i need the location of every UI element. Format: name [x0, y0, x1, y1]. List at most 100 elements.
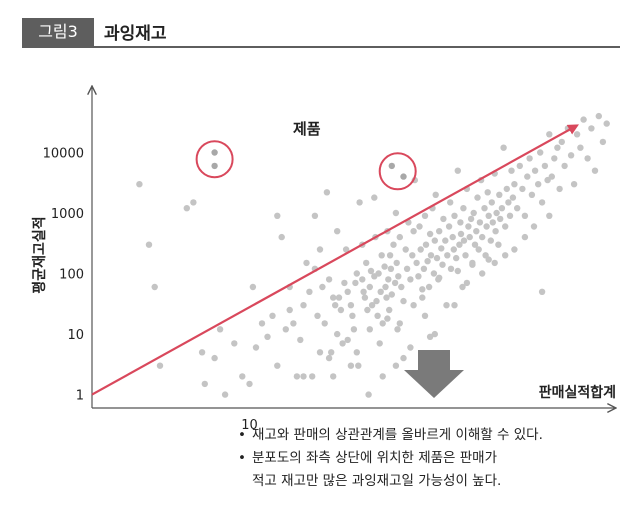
scatter-point — [431, 237, 438, 244]
axis-ticks: 1 10 100 1000 10000 10 — [43, 147, 258, 433]
scatter-point — [400, 354, 407, 362]
scatter-point — [356, 199, 363, 206]
scatter-point — [421, 212, 429, 219]
scatter-point — [439, 261, 446, 268]
scatter-point — [450, 246, 457, 253]
scatter-point — [492, 228, 499, 235]
scatter-point — [384, 315, 391, 322]
highlighted-point — [400, 173, 407, 180]
scatter-point — [479, 270, 486, 277]
scatter-point — [407, 276, 414, 283]
scatter-point — [538, 288, 546, 295]
scatter-point — [355, 362, 362, 369]
scatter-point — [293, 373, 301, 380]
scatter-point — [375, 270, 382, 277]
scatter-point — [314, 312, 321, 319]
scatter-point — [377, 288, 384, 295]
scatter-point — [300, 302, 307, 309]
scatter-point — [514, 205, 521, 212]
scatter-point — [365, 391, 372, 398]
scatter-point — [216, 326, 224, 333]
scatter-point — [410, 302, 417, 309]
scatter-point — [436, 274, 443, 281]
scatter-point — [551, 155, 558, 162]
scatter-point — [303, 259, 310, 267]
scatter-point — [479, 233, 486, 241]
scatter-point — [561, 162, 568, 170]
scatter-point — [363, 259, 370, 267]
scatter-point — [413, 259, 420, 267]
note-item: • 재고와 판매의 상관관계를 올바르게 이해할 수 있다. — [238, 424, 628, 447]
scatter-point — [470, 209, 477, 217]
scatter-point — [274, 212, 281, 219]
scatter-point — [483, 223, 490, 230]
scatter-point — [580, 116, 587, 123]
scatter-point — [420, 265, 428, 272]
scatter-point — [274, 362, 281, 369]
scatter-point — [544, 176, 551, 184]
scatter-point — [201, 380, 208, 388]
scatter-point — [387, 265, 395, 272]
scatter-point — [330, 373, 337, 380]
scatter-point — [599, 138, 607, 146]
scatter-point — [588, 125, 595, 132]
scatter-point — [425, 283, 433, 291]
scatter-point — [391, 279, 399, 287]
highlighted-point — [211, 162, 218, 170]
scatter-point — [444, 252, 451, 259]
scatter-point — [447, 199, 454, 206]
scatter-point — [424, 258, 431, 265]
note-text: 재고와 판매의 상관관계를 올바르게 이해할 수 있다. — [252, 427, 543, 443]
scatter-point — [252, 344, 260, 351]
scatter-point — [516, 162, 523, 170]
scatter-point — [577, 144, 584, 151]
highlighted-point — [388, 162, 395, 170]
scatter-point — [485, 256, 492, 263]
figure-number-badge: 그림3 — [22, 18, 94, 46]
annotation-label: 제품 — [293, 120, 321, 138]
x-tick-label: 10 — [241, 418, 258, 433]
scatter-point — [211, 354, 218, 362]
note-text: 적고 재고만 많은 과잉재고일 가능성이 높다. — [252, 473, 502, 489]
scatter-point — [467, 215, 475, 223]
scatter-point — [505, 199, 512, 206]
scatter-point — [433, 254, 441, 262]
scatter-point — [546, 212, 553, 219]
scatter-point — [554, 144, 561, 151]
scatter-point — [462, 252, 469, 259]
scatter-point — [316, 349, 324, 356]
scatter-point — [498, 205, 506, 212]
scatter-point — [364, 306, 371, 314]
scatter-point — [249, 283, 257, 291]
scatter-point — [419, 286, 426, 293]
scatter-point — [438, 245, 445, 252]
scatter-point — [286, 306, 293, 314]
scatter-point — [487, 237, 494, 244]
scatter-point — [136, 181, 143, 188]
scatter-point — [481, 205, 488, 212]
scatter-point — [269, 312, 276, 319]
scatter-point — [495, 241, 502, 248]
scatter-point — [366, 283, 373, 291]
y-tick-label: 100 — [59, 268, 84, 283]
highlighted-products — [195, 140, 417, 191]
scatter-point — [457, 219, 464, 226]
scatter-point — [396, 320, 403, 327]
scatter-point — [402, 246, 409, 253]
scatter-point — [567, 152, 575, 159]
scatter-point — [535, 181, 542, 188]
scatter-point — [469, 261, 476, 268]
scatter-point — [374, 312, 381, 319]
scatter-point — [361, 294, 369, 301]
scatter-point — [459, 283, 466, 291]
scatter-point — [570, 181, 578, 188]
scatter-point — [392, 362, 400, 369]
scatter-point — [350, 326, 358, 333]
bullet: • — [238, 427, 246, 443]
scatter-point — [466, 233, 473, 241]
scatter-point — [352, 279, 359, 287]
scatter-point — [246, 380, 253, 388]
scatter-point — [463, 279, 471, 287]
scatter-point — [508, 167, 515, 174]
